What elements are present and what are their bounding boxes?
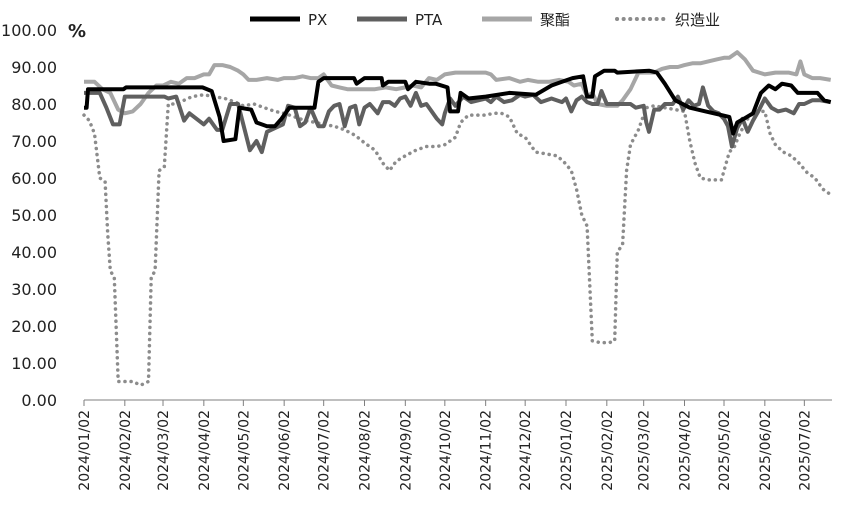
legend-label: PTA (415, 11, 443, 29)
legend-label: PX (308, 11, 327, 29)
series-line-3 (84, 50, 832, 116)
legend-label: 聚酯 (540, 11, 570, 29)
series-layer (82, 50, 833, 387)
series-line-1 (84, 68, 832, 143)
x-tick-label: 2024/05/02 (236, 410, 252, 491)
y-axis-ticks: 0.00 10.00 20.00 30.00 40.00 50.00 60.00 70.00 8… (1, 21, 57, 410)
y-tick-label: 10.00 (11, 354, 57, 373)
x-tick-label: 2025/06/02 (758, 410, 774, 491)
y-axis-unit-label: % (68, 21, 86, 42)
x-tick-label: 2024/08/02 (358, 410, 374, 491)
x-tick-label: 2024/09/02 (398, 410, 414, 491)
y-tick-label: 50.00 (11, 206, 57, 225)
y-tick-label: 30.00 (11, 280, 57, 299)
x-axis-ticks: 2024/01/02 2024/02/02 2024/03/02 2024/04/02… (77, 400, 813, 491)
x-tick-label: 2025/02/02 (600, 410, 616, 491)
x-tick-label: 2024/12/02 (518, 410, 534, 491)
x-tick-label: 2024/11/02 (479, 410, 495, 491)
x-tick-label: 2024/10/02 (438, 410, 454, 491)
x-tick-label: 2025/01/02 (559, 410, 575, 491)
x-tick-label: 2024/02/02 (118, 410, 134, 491)
legend-label: 织造业 (675, 11, 720, 29)
series-line-4 (82, 93, 833, 387)
x-tick-label: 2024/04/02 (197, 410, 213, 491)
y-tick-label: 90.00 (11, 58, 57, 77)
y-tick-label: 20.00 (11, 317, 57, 336)
x-tick-label: 2024/03/02 (156, 410, 172, 491)
x-tick-label: 2024/07/02 (317, 410, 333, 491)
x-tick-label: 2025/04/02 (678, 410, 694, 491)
y-tick-label: 80.00 (11, 95, 57, 114)
legend: PX PTA 聚酯 织造业 (250, 11, 720, 29)
y-tick-label: 70.00 (11, 132, 57, 151)
y-tick-label: 100.00 (1, 21, 57, 40)
x-tick-label: 2024/06/02 (277, 410, 293, 491)
y-tick-label: 40.00 (11, 243, 57, 262)
y-tick-label: 60.00 (11, 169, 57, 188)
x-tick-label: 2024/01/02 (77, 410, 93, 491)
x-tick-label: 2025/03/02 (637, 410, 653, 491)
y-tick-label: 0.00 (21, 391, 57, 410)
x-tick-label: 2025/05/02 (717, 410, 733, 491)
x-tick-label: 2025/07/02 (797, 410, 813, 491)
